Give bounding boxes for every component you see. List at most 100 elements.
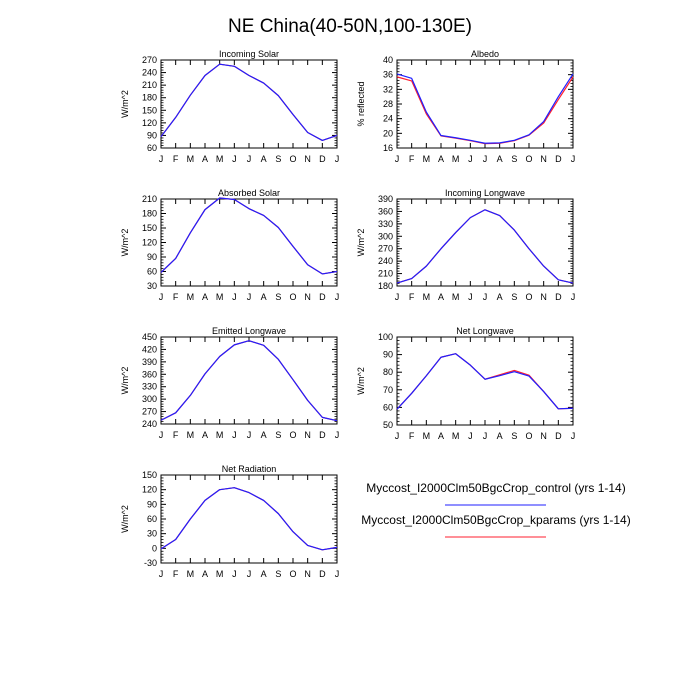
series-line-kparams [160, 487, 338, 551]
x-tick-label: J [395, 292, 400, 302]
y-tick-label: 32 [383, 84, 393, 94]
plot-frame [160, 198, 338, 287]
panel-title: Incoming Solar [219, 49, 279, 59]
y-tick-label: 60 [147, 267, 157, 277]
y-tick-label: 20 [383, 128, 393, 138]
y-axis-label: W/m^2 [356, 229, 366, 257]
x-tick-label: J [159, 154, 164, 164]
x-tick-label: A [438, 292, 444, 302]
x-tick-label: D [319, 569, 326, 579]
series-line-control [396, 353, 574, 410]
y-tick-label: 60 [147, 143, 157, 153]
x-tick-label: A [202, 430, 208, 440]
x-tick-label: A [261, 292, 267, 302]
x-tick-label: J [571, 431, 576, 441]
y-tick-label: 50 [383, 420, 393, 430]
y-tick-label: 100 [378, 332, 393, 342]
x-tick-label: F [409, 431, 415, 441]
x-tick-label: A [497, 292, 503, 302]
x-tick-label: S [511, 154, 517, 164]
x-tick-label: O [289, 569, 296, 579]
x-tick-label: O [289, 154, 296, 164]
x-tick-label: D [319, 154, 326, 164]
x-tick-label: A [202, 569, 208, 579]
x-tick-label: J [232, 154, 237, 164]
y-tick-label: 150 [142, 470, 157, 480]
y-tick-label: 240 [378, 256, 393, 266]
x-tick-label: D [319, 430, 326, 440]
x-tick-label: M [187, 430, 195, 440]
x-tick-label: N [540, 154, 547, 164]
y-tick-label: 420 [142, 344, 157, 354]
x-tick-label: M [452, 431, 460, 441]
x-tick-label: N [540, 431, 547, 441]
x-tick-label: M [423, 292, 431, 302]
y-tick-label: 30 [147, 281, 157, 291]
y-tick-label: 360 [378, 206, 393, 216]
y-tick-label: 180 [142, 93, 157, 103]
y-tick-label: 24 [383, 114, 393, 124]
x-tick-label: S [275, 154, 281, 164]
y-axis-label: % reflected [356, 81, 366, 126]
series-line-control [396, 209, 574, 284]
x-tick-label: J [159, 292, 164, 302]
x-tick-label: J [483, 292, 488, 302]
figure-title: NE China(40-50N,100-130E) [228, 16, 472, 37]
x-tick-label: M [216, 569, 224, 579]
series-line-kparams [396, 353, 574, 410]
x-tick-label: D [555, 292, 562, 302]
x-tick-label: S [275, 430, 281, 440]
x-tick-label: J [335, 569, 340, 579]
x-tick-label: J [247, 292, 252, 302]
y-axis-label: W/m^2 [120, 90, 130, 118]
x-tick-label: A [438, 431, 444, 441]
x-tick-label: J [468, 292, 473, 302]
x-tick-label: O [289, 430, 296, 440]
x-tick-label: J [395, 431, 400, 441]
plot-frame [160, 336, 338, 425]
x-tick-label: O [525, 431, 532, 441]
y-tick-label: 120 [142, 118, 157, 128]
x-tick-label: M [452, 154, 460, 164]
y-tick-label: 120 [142, 485, 157, 495]
x-tick-label: F [173, 569, 179, 579]
x-tick-label: N [540, 292, 547, 302]
x-tick-label: A [438, 154, 444, 164]
x-tick-label: J [571, 154, 576, 164]
y-tick-label: 300 [378, 231, 393, 241]
y-tick-label: 270 [378, 244, 393, 254]
x-tick-label: M [452, 292, 460, 302]
y-tick-label: 150 [142, 105, 157, 115]
x-tick-label: O [525, 154, 532, 164]
y-tick-label: 270 [142, 407, 157, 417]
x-tick-label: M [187, 292, 195, 302]
x-tick-label: M [216, 430, 224, 440]
x-tick-label: A [497, 154, 503, 164]
y-tick-label: 390 [142, 357, 157, 367]
x-tick-label: J [483, 154, 488, 164]
y-tick-label: 120 [142, 238, 157, 248]
panel-title: Net Radiation [222, 464, 277, 474]
x-tick-label: J [247, 569, 252, 579]
y-tick-label: 330 [142, 382, 157, 392]
x-tick-label: D [555, 431, 562, 441]
legend-label-control: Myccost_I2000Clm50BgcCrop_control (yrs 1… [366, 481, 625, 495]
x-tick-label: D [555, 154, 562, 164]
series-line-kparams [160, 197, 338, 275]
plot-frame [160, 474, 338, 564]
x-tick-label: A [202, 292, 208, 302]
x-tick-label: M [216, 154, 224, 164]
x-tick-label: J [335, 430, 340, 440]
y-tick-label: 60 [383, 402, 393, 412]
y-tick-label: 210 [378, 269, 393, 279]
x-tick-label: N [304, 569, 311, 579]
x-tick-label: J [335, 154, 340, 164]
panel-incoming-solar: Incoming Solar W/m^2 60 90 120 150 180 210 240 27… [120, 49, 339, 164]
panel-title: Emitted Longwave [212, 326, 286, 336]
series-line-control [160, 197, 338, 275]
x-tick-label: J [247, 154, 252, 164]
series-line-kparams [160, 340, 338, 422]
